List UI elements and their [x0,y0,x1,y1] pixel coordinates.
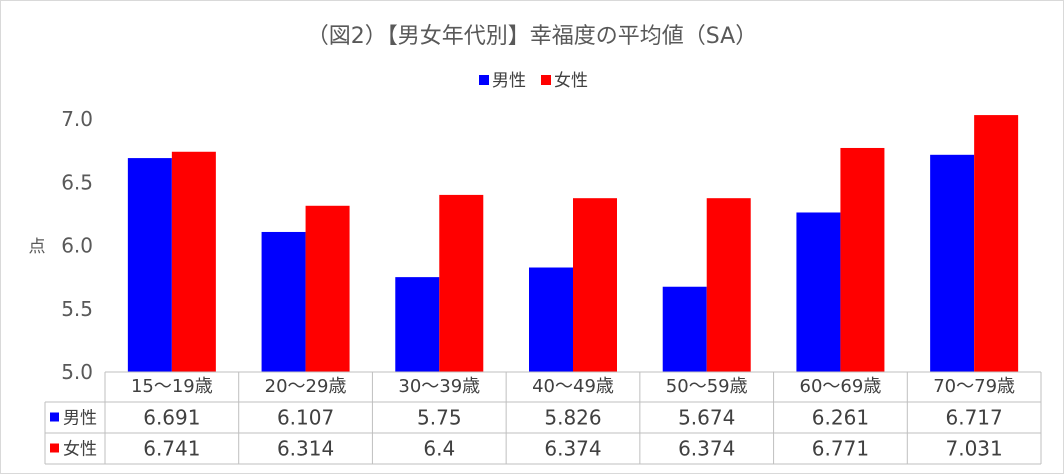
legend-label-1: 女性 [554,71,588,91]
data-label: 6.261 [812,406,869,430]
row-key-swatch [50,412,59,422]
category-label: 15～19歳 [131,376,213,397]
bar-female [706,198,751,372]
y-axis-ticks: 5.0 5.5 6.0 6.5 7.0 [61,107,93,384]
y-tick-label: 6.0 [61,234,93,258]
legend: 男性 女性 [479,71,588,91]
bar-male [529,267,573,372]
row-label: 男性 [63,409,97,429]
bar-male [662,286,707,372]
category-label: 70～79歳 [933,376,1015,397]
data-label: 6.771 [812,437,869,461]
row-key-swatch [50,443,59,453]
bar-female [974,115,1019,373]
bars [127,115,1019,373]
category-label: 20～29歳 [265,376,347,397]
bar-female [573,198,617,372]
data-label: 6.374 [544,437,601,461]
chart-title: （図2）【男女年代別】幸福度の平均値（SA） [307,24,757,49]
data-label: 6.374 [678,437,735,461]
data-label: 6.314 [277,437,334,461]
data-label: 6.691 [143,406,200,430]
data-label: 6.741 [143,437,200,461]
y-tick-label: 5.0 [61,360,93,384]
bar-male [930,154,975,372]
data-label: 6.4 [423,437,455,461]
bar-female [305,205,350,372]
bar-male [395,277,440,372]
data-label: 5.674 [678,406,735,430]
legend-swatch-1 [541,75,551,85]
bar-female [171,151,216,372]
y-tick-label: 6.5 [61,170,93,194]
y-tick-label: 7.0 [61,107,93,131]
bar-male [127,158,172,372]
category-label: 40～49歳 [532,376,614,397]
category-label: 60～69歳 [800,376,882,397]
category-label: 30～39歳 [398,376,480,397]
data-table: 15～19歳 20～29歳 30～39歳 40～49歳 50～59歳 60～69歳 70～7… [44,371,1042,465]
legend-swatch-0 [479,75,489,85]
legend-label-0: 男性 [492,71,526,91]
bar-female [439,194,484,372]
data-label: 5.826 [544,406,601,430]
data-label: 7.031 [946,437,1003,461]
y-tick-label: 5.5 [61,297,93,321]
bar-male [261,231,306,372]
y-axis-label: 点 [29,237,46,257]
data-label: 6.107 [277,406,334,430]
row-label: 女性 [63,440,97,460]
bar-female [840,147,885,372]
bar-male [796,212,841,372]
data-label: 5.75 [417,406,462,430]
category-label: 50～59歳 [666,376,748,397]
data-label: 6.717 [946,406,1003,430]
